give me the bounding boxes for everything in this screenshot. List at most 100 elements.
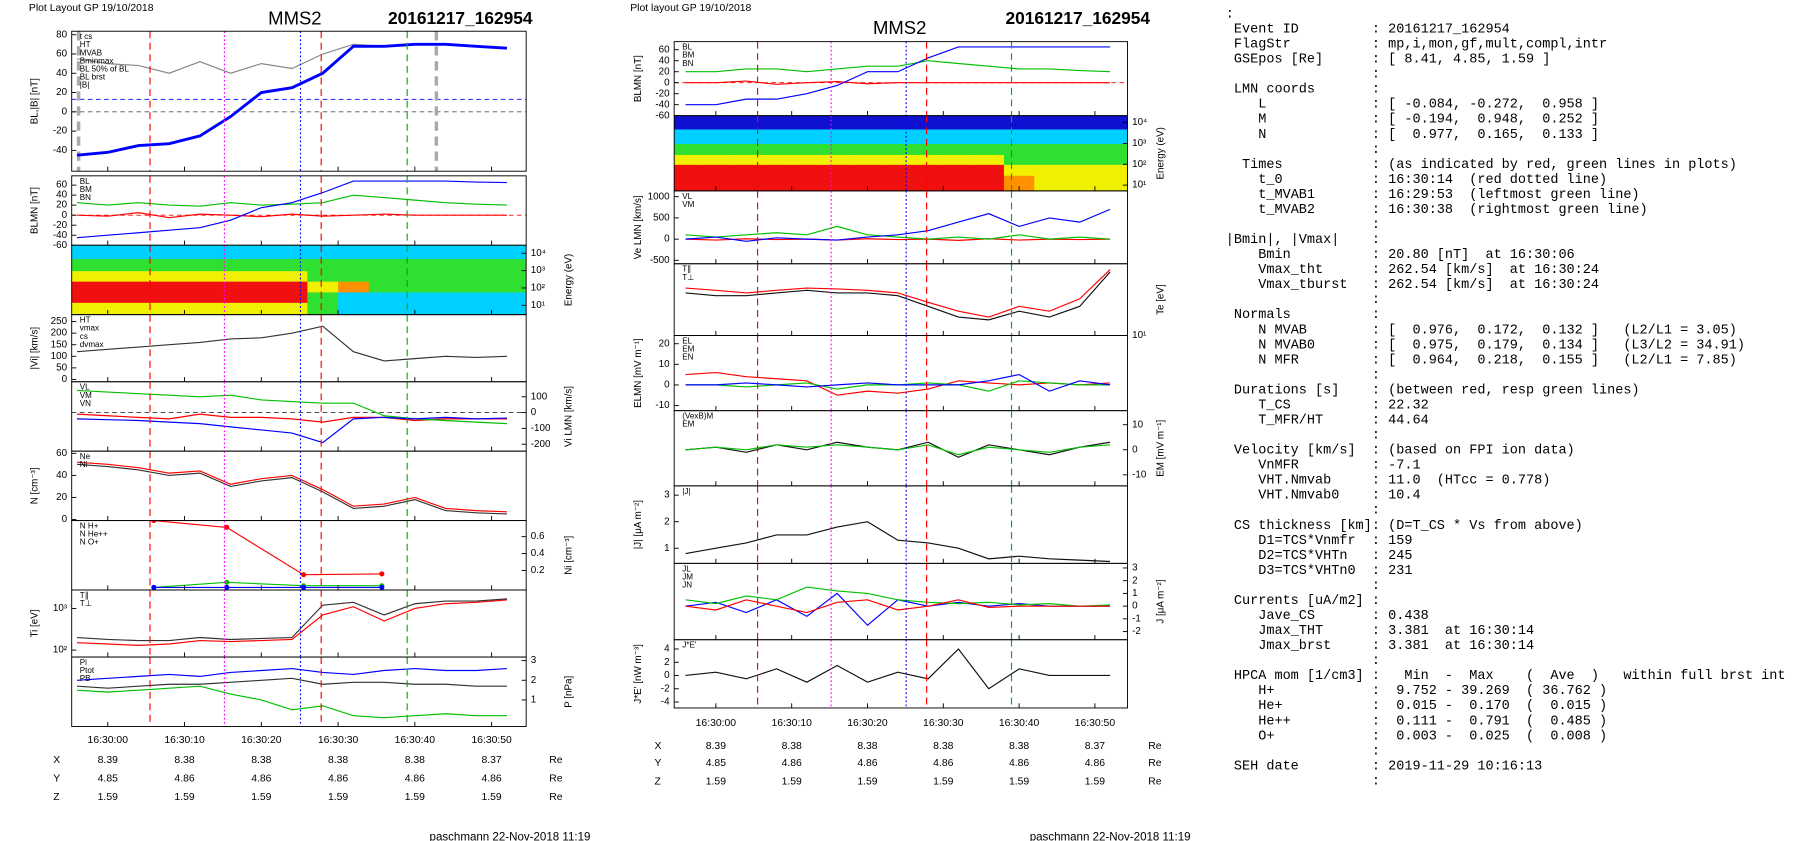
y-axis-label: BLMN [nT] bbox=[29, 187, 40, 234]
position-value: 8.37 bbox=[482, 755, 502, 766]
legend-entry: (VexB)M bbox=[682, 412, 713, 421]
spectrogram-cell bbox=[761, 143, 793, 155]
position-value: 1.59 bbox=[1085, 777, 1105, 788]
spectrogram-cell bbox=[1094, 154, 1128, 165]
position-value: 8.38 bbox=[1009, 741, 1029, 752]
info-value: (between red, resp green lines) bbox=[1388, 383, 1639, 398]
spectrogram-cell bbox=[123, 281, 155, 293]
info-key: Times bbox=[1242, 158, 1283, 173]
spectrogram-cell bbox=[71, 291, 94, 303]
legend-entry: BL brst bbox=[80, 73, 106, 82]
spectrogram-cell bbox=[184, 281, 216, 293]
spectrogram-cell bbox=[491, 258, 527, 272]
y-tick-label: 10¹ bbox=[531, 300, 546, 311]
spectrogram-cell bbox=[307, 258, 339, 272]
y-tick-label: 0 bbox=[1132, 444, 1138, 455]
spectrogram-cell bbox=[153, 302, 186, 315]
info-value: 262.54 [km/s] at 16:30:24 bbox=[1388, 263, 1599, 278]
info-separator: : bbox=[1372, 594, 1380, 609]
info-value: 3.381 at 16:30:14 bbox=[1388, 639, 1534, 654]
spectrogram-cell bbox=[1094, 175, 1128, 191]
spectrogram-cell bbox=[92, 291, 124, 303]
spectrogram-cell bbox=[491, 245, 527, 260]
y-tick-label: -40 bbox=[53, 145, 68, 156]
spectrogram-cell bbox=[338, 245, 370, 260]
y-tick-label: 10¹ bbox=[1132, 180, 1147, 191]
spectrogram-cell bbox=[791, 143, 823, 155]
spectrogram-cell bbox=[92, 245, 124, 260]
panel: 10¹ 10² 10³ 10⁴ Energy (eV) bbox=[71, 244, 575, 316]
spectrogram-cell bbox=[276, 281, 308, 293]
unit-label: Re bbox=[549, 773, 563, 784]
info-value: 159 bbox=[1388, 534, 1412, 549]
spectrogram-cell bbox=[761, 164, 793, 176]
plot-area bbox=[685, 269, 1111, 321]
x-tick-label: 16:30:10 bbox=[164, 735, 205, 746]
spectrogram-cell bbox=[307, 281, 339, 293]
spectrogram-cell bbox=[1034, 115, 1066, 130]
y-tick-label: 0 bbox=[1132, 601, 1138, 612]
spectrogram-cell bbox=[276, 270, 308, 282]
info-key: Jave_CS bbox=[1258, 609, 1315, 624]
info-separator: : bbox=[1372, 504, 1380, 519]
info-key: T_MFR/HT bbox=[1258, 413, 1323, 428]
spectrogram-cell bbox=[338, 302, 370, 315]
info-separator: : bbox=[1372, 774, 1380, 789]
spectrogram-cell bbox=[399, 270, 431, 282]
panel-frame bbox=[71, 30, 527, 172]
legend-entry: BN bbox=[80, 193, 91, 202]
spectrogram-cell bbox=[399, 291, 431, 303]
y-tick-label: 0 bbox=[62, 514, 68, 525]
spectrogram-cell bbox=[1034, 164, 1066, 176]
spectrogram-cell bbox=[1034, 175, 1066, 191]
spectrogram-cell bbox=[123, 270, 155, 282]
panel: 1 2 3 |J| [μA m⁻²] |J| bbox=[633, 485, 1128, 564]
info-key: |Bmin|, |Vmax| bbox=[1226, 233, 1340, 248]
info-key: Durations [s] bbox=[1234, 383, 1339, 398]
layout-note: Plot Layout GP 19/10/2018 bbox=[29, 3, 154, 14]
series-line bbox=[685, 80, 1111, 85]
info-separator: : bbox=[1372, 549, 1380, 564]
info-key: L bbox=[1258, 98, 1266, 113]
plot-area bbox=[674, 46, 1128, 106]
position-value: 4.86 bbox=[251, 773, 271, 784]
series-line bbox=[153, 520, 382, 576]
spectrogram-cell bbox=[852, 128, 884, 145]
panel: -10 0 10 EM [mV m⁻¹] (VexB)MEM bbox=[673, 410, 1167, 487]
position-value: 4.86 bbox=[405, 773, 425, 784]
info-separator: : bbox=[1372, 699, 1380, 714]
info-separator: : bbox=[1226, 7, 1234, 22]
info-value: 0.438 bbox=[1388, 609, 1429, 624]
y-axis-label: Ni [cm⁻³] bbox=[564, 535, 575, 574]
info-separator: : bbox=[1372, 489, 1380, 504]
y-tick-label: 10¹ bbox=[1132, 330, 1147, 341]
info-key: SEH date bbox=[1234, 759, 1299, 774]
spectrogram-cell bbox=[791, 128, 823, 145]
y-axis-label: P [nPa] bbox=[564, 675, 575, 707]
data-point bbox=[379, 584, 385, 590]
spectrogram-cell bbox=[307, 302, 339, 315]
y-tick-label: 3 bbox=[1132, 563, 1138, 574]
series-line bbox=[685, 238, 1111, 241]
info-separator: : bbox=[1372, 684, 1380, 699]
footer: paschmann 22-Nov-2018 11:19 bbox=[430, 832, 591, 841]
info-separator: : bbox=[1372, 368, 1380, 383]
plot-area bbox=[685, 441, 1111, 458]
y-tick-label: 1 bbox=[1132, 588, 1137, 599]
x-tick-label: 16:30:30 bbox=[318, 735, 359, 746]
x-tick-label: 16:30:40 bbox=[999, 718, 1040, 729]
spectrogram-cell bbox=[123, 258, 155, 272]
info-key: t_MVAB1 bbox=[1258, 188, 1315, 203]
spectrogram-cell bbox=[245, 302, 278, 315]
spectrogram-cell bbox=[822, 128, 853, 145]
spectrogram-cell bbox=[731, 115, 762, 130]
y-tick-label: 0.6 bbox=[531, 531, 545, 542]
y-tick-label: 0 bbox=[62, 210, 68, 221]
legend-entry: VL bbox=[682, 192, 692, 201]
info-value: 245 bbox=[1388, 549, 1412, 564]
spectrogram-cell bbox=[1064, 128, 1096, 145]
y-tick-label: 2 bbox=[664, 657, 669, 668]
info-value: 0.003 - 0.025 ( 0.008 ) bbox=[1388, 729, 1607, 744]
